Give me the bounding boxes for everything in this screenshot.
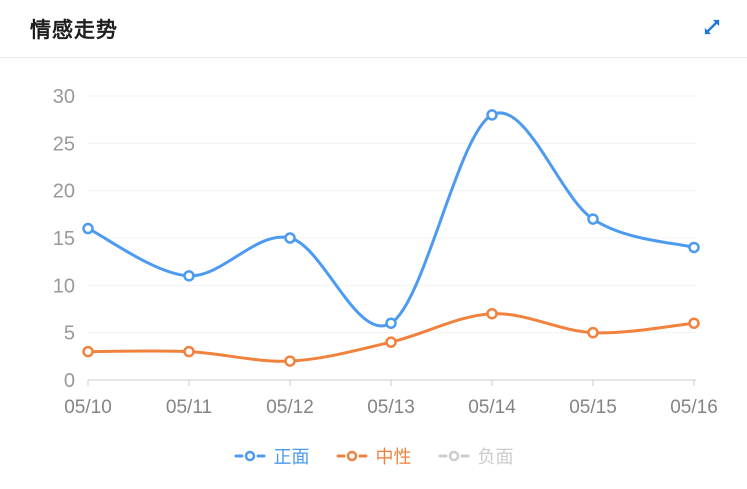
y-axis-label: 0 xyxy=(64,370,75,392)
legend-label: 正面 xyxy=(273,447,310,467)
legend-line-marker-icon xyxy=(234,450,265,462)
legend-item-positive[interactable]: 正面 xyxy=(234,443,310,469)
y-axis-label: 15 xyxy=(53,228,75,250)
expand-arrows-icon xyxy=(704,19,720,35)
y-axis-label: 25 xyxy=(53,133,75,155)
y-axis-label: 20 xyxy=(53,181,75,203)
data-point-positive[interactable] xyxy=(587,213,599,225)
x-axis-label: 05/13 xyxy=(367,397,415,418)
data-point-neutral[interactable] xyxy=(284,355,296,367)
x-axis-label: 05/15 xyxy=(569,397,617,418)
legend-label: 中性 xyxy=(375,447,412,467)
y-axis-label: 30 xyxy=(53,86,75,108)
data-point-positive[interactable] xyxy=(183,270,195,282)
data-point-positive[interactable] xyxy=(486,109,498,121)
x-axis-label: 05/10 xyxy=(64,397,112,418)
series-line-positive xyxy=(86,111,696,328)
x-axis-label: 05/12 xyxy=(266,397,314,418)
data-point-positive[interactable] xyxy=(385,317,397,329)
data-point-neutral[interactable] xyxy=(486,307,498,320)
expand-button[interactable] xyxy=(697,12,727,42)
legend-item-negative[interactable]: 负面 xyxy=(438,443,514,469)
data-point-neutral[interactable] xyxy=(587,326,599,339)
data-point-positive[interactable] xyxy=(284,232,296,244)
data-point-neutral[interactable] xyxy=(82,345,94,358)
x-axis-label: 05/16 xyxy=(670,397,718,418)
y-axis-label: 5 xyxy=(64,323,75,345)
x-axis-label: 05/14 xyxy=(468,397,516,418)
data-point-positive[interactable] xyxy=(82,222,94,235)
x-axis-label: 05/11 xyxy=(166,397,212,418)
panel-header: 情感走势 xyxy=(0,0,747,58)
data-point-neutral[interactable] xyxy=(183,345,195,358)
legend-line-marker-icon xyxy=(438,450,469,462)
data-point-neutral[interactable] xyxy=(688,317,700,329)
data-point-positive[interactable] xyxy=(688,241,700,254)
chart-legend: 正面 中性 负面 xyxy=(0,440,747,472)
legend-line-marker-icon xyxy=(336,450,367,462)
legend-label: 负面 xyxy=(477,447,514,467)
data-point-neutral[interactable] xyxy=(385,336,397,348)
panel-title: 情感走势 xyxy=(30,19,118,42)
legend-item-neutral[interactable]: 中性 xyxy=(336,443,412,469)
y-axis-label: 10 xyxy=(53,275,75,297)
